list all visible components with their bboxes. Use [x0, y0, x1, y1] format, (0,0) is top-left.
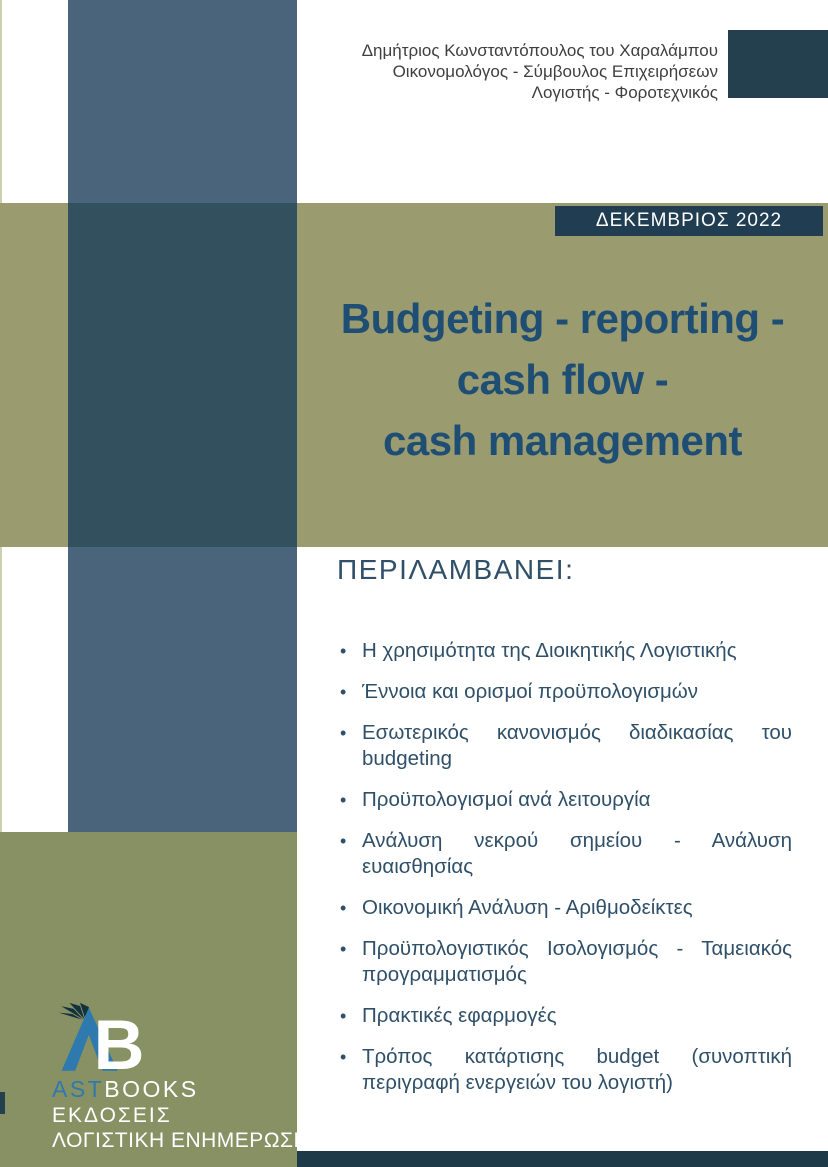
- list-item: Η χρησιμότητα της Διοικητικής Λογιστικής: [337, 638, 792, 664]
- author-block: Δημήτριος Κωνσταντόπουλος του Χαραλάμπου…: [298, 40, 718, 103]
- list-item: Εσωτερικός κανονισμός διαδικασίας του bu…: [337, 720, 792, 772]
- astbooks-wordmark: ASTBOOKS: [52, 1076, 199, 1103]
- list-item: Ανάλυση νεκρού σημείου - Ανάλυση ευαισθη…: [337, 828, 792, 880]
- list-item: Προϋπολογισμοί ανά λειτουργία: [337, 787, 792, 813]
- book-title: Budgeting - reporting - cash flow - cash…: [297, 288, 828, 471]
- logo-a-icon: [61, 1007, 118, 1071]
- wordmark-ast: AST: [52, 1076, 105, 1102]
- author-profession-1: Οικονομολόγος - Σύμβουλος Επιχειρήσεων: [392, 62, 718, 81]
- contents-heading: ΠΕΡΙΛΑΜΒΑΝΕΙ:: [337, 554, 575, 585]
- astbooks-logo-icon: B: [53, 1002, 145, 1074]
- author-profession-2: Λογιστής - Φοροτεχνικός: [531, 83, 718, 102]
- publisher-tagline-1: ΕΚΔΟΣΕΙΣ: [52, 1104, 172, 1127]
- top-right-navy-rectangle: [728, 30, 828, 98]
- list-item: Προϋπολογιστικός Ισολογισμός - Ταμειακός…: [337, 936, 792, 988]
- publisher-tagline-2: ΛΟΓΙΣΤΙΚΗ ΕΝΗΜΕΡΩΣΗ: [52, 1129, 310, 1152]
- list-item: Έννοια και ορισμοί προϋπολογισμών: [337, 679, 792, 705]
- title-line-3: cash management: [383, 417, 742, 464]
- list-item: Τρόπος κατάρτισης budget (συνοπτική περι…: [337, 1044, 792, 1096]
- author-name: Δημήτριος Κωνσταντόπουλος του Χαραλάμπου: [361, 41, 718, 60]
- list-item: Οικονομική Ανάλυση - Αριθμοδείκτες: [337, 895, 792, 921]
- left-edge-navy-tab: [0, 1092, 5, 1114]
- contents-list: Η χρησιμότητα της Διοικητικής Λογιστικής…: [337, 638, 792, 1111]
- band-intersection: [68, 203, 297, 547]
- list-item: Πρακτικές εφαρμογές: [337, 1003, 792, 1029]
- date-badge: ΔΕΚΕΜΒΡΙΟΣ 2022: [555, 206, 823, 236]
- bottom-navy-bar: [297, 1151, 828, 1167]
- title-line-2: cash flow -: [456, 356, 669, 403]
- date-badge-label: ΔΕΚΕΜΒΡΙΟΣ 2022: [595, 210, 783, 231]
- logo-b-icon: B: [94, 1005, 145, 1074]
- left-edge-line: [0, 0, 2, 1167]
- publisher-green-block: [0, 832, 297, 1167]
- wordmark-books: BOOKS: [104, 1076, 199, 1102]
- title-line-1: Budgeting - reporting -: [340, 295, 785, 342]
